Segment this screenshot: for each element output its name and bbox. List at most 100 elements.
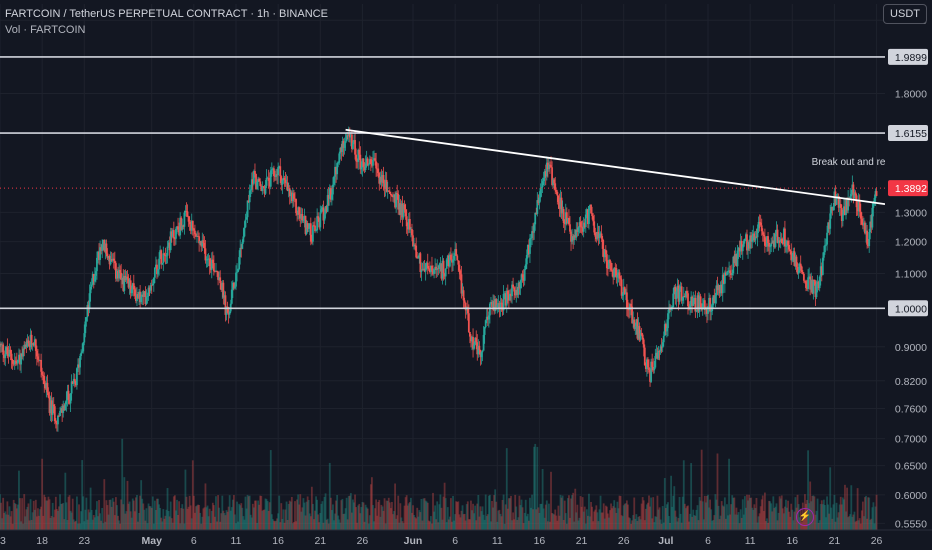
candle-body (169, 231, 172, 251)
candle-body (206, 258, 209, 260)
volume-bar (725, 518, 727, 530)
candle-body (698, 296, 701, 312)
volume-bar (672, 495, 675, 530)
volume-bar (870, 518, 873, 530)
candle-body (260, 185, 263, 191)
candle-body (182, 225, 185, 227)
candle-body (750, 235, 753, 242)
volume-bar (871, 507, 874, 530)
candle-body (336, 163, 339, 175)
time-tick-label: 13 (0, 535, 6, 547)
volume-bar (664, 508, 667, 530)
volume-bar (64, 472, 67, 530)
volume-bar (509, 498, 511, 530)
candle-body (269, 170, 272, 187)
volume-bar (372, 505, 374, 530)
candle-body (632, 319, 635, 324)
volume-bar (308, 513, 311, 530)
candle-body (149, 285, 152, 291)
volume-bar (314, 510, 316, 530)
volume-bar (25, 509, 28, 530)
candle-body (640, 333, 643, 335)
volume-bar (171, 522, 174, 530)
time-axis (0, 530, 932, 550)
candle-body (658, 351, 661, 352)
candle-body (85, 317, 88, 322)
candle-body (416, 257, 419, 259)
candle-body (320, 209, 323, 213)
volume-bar (285, 501, 288, 530)
time-tick-label: 26 (618, 535, 630, 547)
currency-button[interactable]: USDT (883, 4, 927, 24)
candle-body (601, 238, 604, 249)
candle-body (491, 302, 493, 307)
volume-bar (490, 521, 492, 530)
volume-bar (337, 515, 340, 530)
candle-body (219, 277, 222, 284)
volume-bar (763, 492, 766, 530)
candle-body (539, 187, 542, 198)
volume-bar (792, 520, 795, 530)
candle-body (170, 231, 173, 237)
candle-body (335, 166, 337, 175)
candle-body (259, 181, 262, 186)
candle-body (668, 308, 670, 314)
volume-bar (124, 513, 127, 530)
candle-body (753, 233, 756, 241)
candle-body (523, 269, 526, 281)
candle-body (684, 291, 687, 298)
candle-body (809, 276, 812, 290)
volume-bar (117, 515, 119, 530)
volume-bar (873, 523, 876, 530)
candle-body (421, 269, 424, 271)
candle-body (279, 166, 282, 177)
volume-bar (94, 509, 97, 530)
candle-body (144, 291, 147, 305)
candle-body (146, 296, 149, 298)
candle-body (399, 203, 402, 215)
volume-bar (432, 492, 434, 530)
volume-bar (360, 507, 363, 530)
candle-body (86, 304, 89, 318)
volume-bar (538, 513, 541, 530)
candle-body (276, 174, 278, 176)
volume-bar (101, 507, 104, 530)
candle-body (68, 399, 71, 404)
volume-bar (164, 515, 167, 530)
volume-bar (482, 514, 485, 530)
volume-bar (21, 498, 24, 530)
volume-bar (155, 509, 157, 530)
volume-bar (138, 512, 140, 530)
candle-body (244, 219, 247, 228)
volume-bar (59, 494, 61, 530)
candle-body (496, 304, 499, 308)
volume-bar (770, 503, 773, 530)
volume-bar (731, 495, 734, 530)
candle-body (198, 236, 201, 244)
candle-body (717, 285, 720, 291)
volume-bar (275, 520, 277, 530)
lightning-icon[interactable]: ⚡ (796, 508, 814, 526)
volume-bar (650, 497, 653, 530)
volume-bar (277, 513, 280, 530)
candle-body (136, 294, 138, 302)
candle-body (166, 246, 169, 256)
symbol-title[interactable]: FARTCOIN / TetherUS PERPETUAL CONTRACT ·… (5, 8, 328, 20)
candle-body (280, 176, 283, 185)
candle-body (327, 195, 330, 199)
volume-bar (456, 502, 459, 530)
volume-indicator-label[interactable]: Vol · FARTCOIN (5, 24, 86, 36)
candle-body (501, 302, 504, 311)
volume-bar (499, 513, 502, 530)
volume-bar (76, 496, 78, 530)
volume-bar (139, 495, 142, 530)
candle-body (500, 302, 503, 304)
candle-body (205, 259, 208, 261)
candle-body (452, 259, 454, 263)
candle-body (826, 232, 828, 245)
candle-body (805, 281, 807, 288)
volume-bar (183, 523, 186, 530)
candle-body (812, 279, 815, 294)
